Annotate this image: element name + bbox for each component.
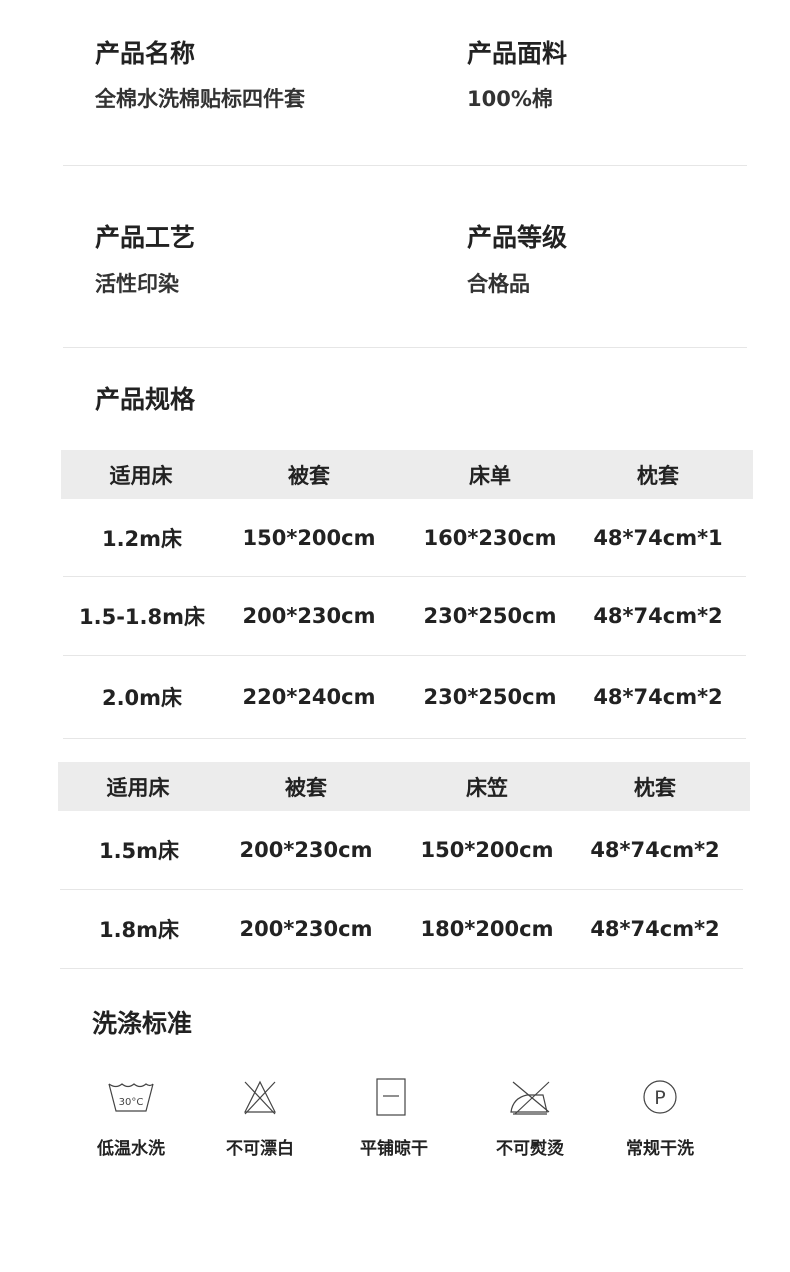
dry-flat-icon: [376, 1078, 406, 1116]
care-label: 低温水洗: [97, 1139, 165, 1159]
cell: 200*230cm: [239, 917, 373, 941]
size-table-1: 适用床 被套 床单 枕套 1.2m床 150*200cm 160*230cm 4…: [61, 450, 753, 739]
care-label: 不可熨烫: [496, 1139, 564, 1159]
table-row: 1.5m床 200*230cm 150*200cm 48*74cm*2: [60, 811, 743, 890]
cell: 230*250cm: [423, 685, 557, 709]
size-title: 产品规格: [95, 385, 196, 414]
divider: [63, 347, 747, 348]
cell: 150*200cm: [420, 838, 554, 862]
cell: 220*240cm: [242, 685, 376, 709]
cell: 150*200cm: [242, 525, 376, 550]
table-row: 1.8m床 200*230cm 180*200cm 48*74cm*2: [60, 890, 743, 969]
header-cell: 床单: [469, 463, 511, 488]
care-item-wash: 30°C 低温水洗: [71, 1078, 191, 1159]
table-row: 1.5-1.8m床 200*230cm 230*250cm 48*74cm*2: [63, 577, 746, 656]
cell: 48*74cm*1: [593, 525, 723, 550]
svg-text:30°C: 30°C: [119, 1097, 144, 1108]
table-header: 适用床 被套 床笠 枕套: [58, 762, 750, 811]
cell: 48*74cm*2: [593, 604, 723, 628]
table-header: 适用床 被套 床单 枕套: [61, 450, 753, 499]
spec-value-fabric: 100%棉: [467, 87, 553, 111]
spec-value-name: 全棉水洗棉贴标四件套: [95, 87, 305, 111]
header-cell: 床笠: [466, 775, 508, 800]
cell: 1.5m床: [98, 839, 180, 863]
cell: 1.5-1.8m床: [79, 605, 205, 629]
cell: 48*74cm*2: [590, 838, 720, 862]
care-label: 常规干洗: [626, 1139, 694, 1159]
wash-30-icon: 30°C: [108, 1083, 154, 1112]
spec-value-grade: 合格品: [467, 272, 530, 296]
header-cell: 枕套: [634, 775, 676, 800]
spec-value-process: 活性印染: [95, 272, 179, 296]
spec-label-grade: 产品等级: [467, 223, 568, 252]
cell: 160*230cm: [423, 525, 557, 550]
header-cell: 适用床: [106, 775, 170, 800]
divider: [63, 165, 747, 166]
cell: 2.0m床: [101, 686, 183, 710]
spec-label-process: 产品工艺: [95, 223, 196, 252]
no-bleach-icon: [244, 1080, 276, 1115]
table-row: 2.0m床 220*240cm 230*250cm 48*74cm*2: [63, 656, 746, 739]
cell: 1.8m床: [98, 918, 180, 942]
spec-label-name: 产品名称: [95, 39, 196, 68]
cell: 48*74cm*2: [593, 685, 723, 709]
spec-label-fabric: 产品面料: [467, 39, 568, 68]
header-cell: 枕套: [637, 463, 679, 488]
cell: 180*200cm: [420, 917, 554, 941]
care-label: 平铺晾干: [360, 1139, 428, 1159]
cell: 200*230cm: [242, 604, 376, 628]
table-row: 1.2m床 150*200cm 160*230cm 48*74cm*1: [63, 499, 746, 577]
cell: 1.2m床: [101, 526, 183, 551]
cell: 48*74cm*2: [590, 917, 720, 941]
header-cell: 适用床: [109, 463, 173, 488]
care-label: 不可漂白: [226, 1139, 294, 1159]
dry-clean-p-icon: P: [643, 1080, 677, 1114]
header-cell: 被套: [285, 775, 327, 800]
care-item-dryclean: P 常规干洗: [600, 1078, 720, 1159]
no-iron-icon: [510, 1081, 550, 1115]
care-item-dry: 平铺晾干: [334, 1078, 454, 1159]
svg-text:P: P: [654, 1087, 665, 1109]
care-item-iron: 不可熨烫: [470, 1078, 590, 1159]
care-title: 洗涤标准: [92, 1009, 193, 1038]
care-item-bleach: 不可漂白: [200, 1078, 320, 1159]
cell: 200*230cm: [239, 838, 373, 862]
header-cell: 被套: [288, 463, 330, 488]
cell: 230*250cm: [423, 604, 557, 628]
size-table-2: 适用床 被套 床笠 枕套 1.5m床 200*230cm 150*200cm 4…: [58, 762, 750, 969]
